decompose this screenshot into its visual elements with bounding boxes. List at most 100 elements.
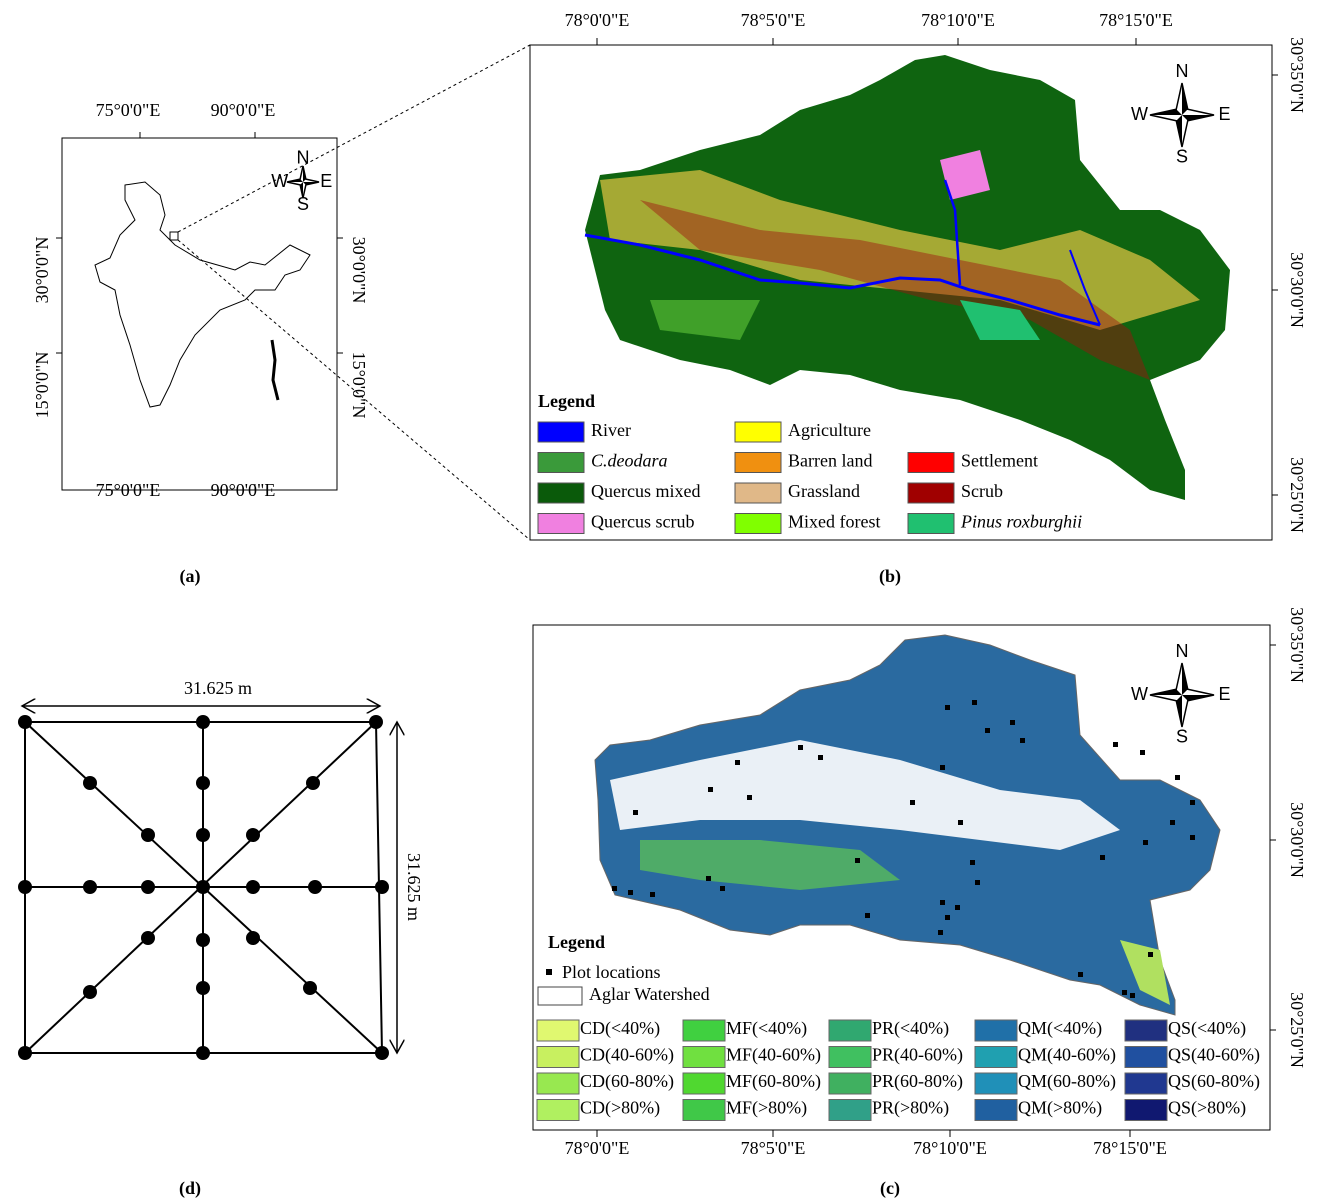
dimension-label: 31.625 m bbox=[404, 853, 424, 921]
legend-label: C.deodara bbox=[591, 451, 668, 471]
legend-title: Legend bbox=[548, 932, 605, 952]
legend-swatch bbox=[829, 1100, 871, 1121]
lon-label: 75°0'0"E bbox=[96, 100, 161, 120]
compass-label: N bbox=[1176, 641, 1189, 661]
lat-label: 30°30'0"N bbox=[1287, 252, 1307, 328]
legend-swatch bbox=[683, 1047, 725, 1068]
legend-label: Quercus mixed bbox=[591, 481, 700, 501]
legend-swatch bbox=[735, 514, 781, 534]
legend-swatch bbox=[975, 1073, 1017, 1094]
lon-label: 78°15'0"E bbox=[1093, 1138, 1167, 1158]
legend-label: Scrub bbox=[961, 481, 1003, 501]
legend-label: Settlement bbox=[961, 451, 1038, 471]
legend-swatch bbox=[735, 483, 781, 503]
legend-label: MF(>80%) bbox=[726, 1098, 807, 1119]
legend-swatch bbox=[537, 1073, 579, 1094]
lat-label: 15°0'0"N bbox=[32, 352, 52, 419]
compass-label: S bbox=[1176, 146, 1188, 166]
legend-label: Quercus scrub bbox=[591, 512, 694, 532]
legend-label: CD(40-60%) bbox=[580, 1045, 674, 1066]
legend-swatch bbox=[538, 453, 584, 473]
legend-swatch bbox=[683, 1020, 725, 1041]
legend-swatch bbox=[683, 1100, 725, 1121]
legend-swatch bbox=[829, 1073, 871, 1094]
lat-label: 30°25'0"N bbox=[1287, 992, 1307, 1068]
lon-label: 78°5'0"E bbox=[741, 10, 806, 30]
legend-swatch bbox=[975, 1100, 1017, 1121]
legend-swatch bbox=[908, 483, 954, 503]
legend-label: QS(60-80%) bbox=[1168, 1071, 1260, 1092]
panel-d bbox=[18, 706, 397, 1060]
lat-label: 15°0'0"N bbox=[349, 352, 369, 419]
lat-label: 30°35'0"N bbox=[1287, 37, 1307, 113]
legend-label: QS(>80%) bbox=[1168, 1098, 1246, 1119]
legend-label: QM(<40%) bbox=[1018, 1018, 1102, 1039]
legend-label: MF(60-80%) bbox=[726, 1071, 821, 1092]
legend-swatch bbox=[908, 453, 954, 473]
lon-label: 78°5'0"E bbox=[741, 1138, 806, 1158]
legend-label: QM(40-60%) bbox=[1018, 1045, 1116, 1066]
legend-swatch bbox=[908, 514, 954, 534]
legend-swatch bbox=[735, 422, 781, 442]
legend-label: PR(>80%) bbox=[872, 1098, 949, 1119]
lat-label: 30°0'0"N bbox=[32, 237, 52, 304]
lon-label: 78°0'0"E bbox=[565, 1138, 630, 1158]
legend-swatch bbox=[829, 1020, 871, 1041]
legend-swatch bbox=[1125, 1073, 1167, 1094]
lon-label: 90°0'0"E bbox=[211, 100, 276, 120]
watershed-symbol bbox=[538, 987, 582, 1005]
legend-label: Pinus roxburghii bbox=[960, 512, 1082, 532]
legend-label: Grassland bbox=[788, 481, 860, 501]
legend-label: QS(<40%) bbox=[1168, 1018, 1246, 1039]
lat-label: 30°35'0"N bbox=[1287, 607, 1307, 683]
legend-swatch bbox=[975, 1020, 1017, 1041]
dimension-label: 31.625 m bbox=[184, 678, 252, 698]
caption: (b) bbox=[879, 566, 901, 587]
legend-label: MF(<40%) bbox=[726, 1018, 807, 1039]
legend-swatch bbox=[538, 422, 584, 442]
legend-label: PR(<40%) bbox=[872, 1018, 949, 1039]
legend-label: Barren land bbox=[788, 451, 872, 471]
compass-label: W bbox=[1131, 684, 1148, 704]
lat-label: 30°25'0"N bbox=[1287, 457, 1307, 533]
plot-symbol bbox=[546, 969, 552, 975]
legend-title: Legend bbox=[538, 391, 595, 411]
legend-swatch bbox=[1125, 1020, 1167, 1041]
legend-swatch bbox=[735, 453, 781, 473]
legend-label: CD(>80%) bbox=[580, 1098, 660, 1119]
lon-label: 90°0'0"E bbox=[211, 480, 276, 500]
caption: (c) bbox=[880, 1178, 900, 1199]
legend-swatch bbox=[537, 1047, 579, 1068]
compass-label: E bbox=[1219, 104, 1231, 124]
legend-label: QM(>80%) bbox=[1018, 1098, 1102, 1119]
caption: (d) bbox=[179, 1178, 201, 1199]
lon-label: 78°10'0"E bbox=[913, 1138, 987, 1158]
legend-label: CD(60-80%) bbox=[580, 1071, 674, 1092]
legend-label: CD(<40%) bbox=[580, 1018, 660, 1039]
lon-label: 78°0'0"E bbox=[565, 10, 630, 30]
lon-label: 78°15'0"E bbox=[1099, 10, 1173, 30]
compass-label: E bbox=[320, 171, 332, 191]
legend-label: PR(40-60%) bbox=[872, 1045, 963, 1066]
legend-swatch bbox=[537, 1100, 579, 1121]
lon-label: 78°10'0"E bbox=[921, 10, 995, 30]
compass-label: S bbox=[1176, 726, 1188, 746]
compass-label: S bbox=[297, 194, 309, 214]
legend-label: QM(60-80%) bbox=[1018, 1071, 1116, 1092]
legend-label: Agriculture bbox=[788, 420, 871, 440]
caption: (a) bbox=[180, 566, 201, 587]
compass-label: E bbox=[1219, 684, 1231, 704]
lat-label: 30°0'0"N bbox=[349, 237, 369, 304]
legend-label: Mixed forest bbox=[788, 512, 880, 532]
compass-label: W bbox=[1131, 104, 1148, 124]
figure: 75°0'0"E 75°0'0"E 90°0'0"E 90°0'0"E 30°0'0"N… bbox=[0, 0, 1317, 1203]
legend-label: PR(60-80%) bbox=[872, 1071, 963, 1092]
legend-swatch bbox=[538, 483, 584, 503]
legend-label: Plot locations bbox=[562, 962, 661, 982]
lon-label: 75°0'0"E bbox=[96, 480, 161, 500]
compass-label: N bbox=[297, 148, 310, 168]
legend-swatch bbox=[829, 1047, 871, 1068]
legend-swatch bbox=[1125, 1047, 1167, 1068]
legend-swatch bbox=[538, 514, 584, 534]
legend-label: QS(40-60%) bbox=[1168, 1045, 1260, 1066]
